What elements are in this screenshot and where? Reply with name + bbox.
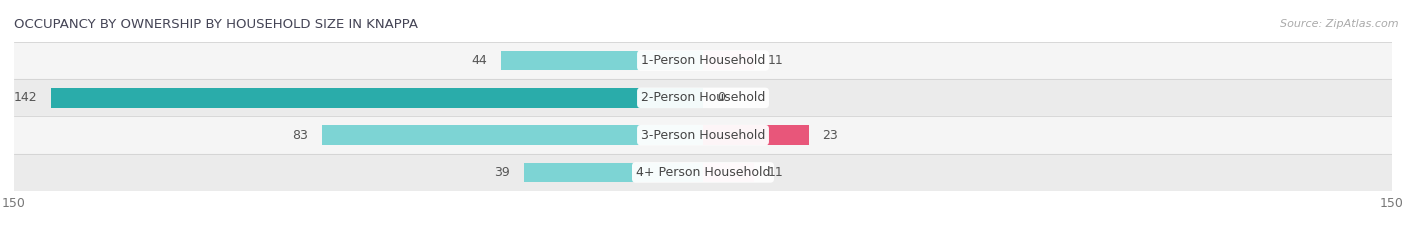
Bar: [14, 116, 1392, 154]
Text: 1-Person Household: 1-Person Household: [641, 54, 765, 67]
Bar: [14, 79, 1392, 116]
Text: 44: 44: [471, 54, 486, 67]
Bar: [14, 42, 1392, 79]
Bar: [51, 88, 703, 108]
Bar: [524, 163, 703, 182]
Text: 39: 39: [495, 166, 510, 179]
Text: 0: 0: [717, 91, 724, 104]
Bar: [322, 125, 703, 145]
Bar: [703, 163, 754, 182]
Bar: [703, 51, 754, 70]
Text: 4+ Person Household: 4+ Person Household: [636, 166, 770, 179]
Text: 2-Person Household: 2-Person Household: [641, 91, 765, 104]
Text: 23: 23: [823, 129, 838, 142]
Text: 3-Person Household: 3-Person Household: [641, 129, 765, 142]
Text: 11: 11: [768, 54, 783, 67]
Bar: [501, 51, 703, 70]
Text: Source: ZipAtlas.com: Source: ZipAtlas.com: [1281, 19, 1399, 29]
Bar: [14, 154, 1392, 191]
Text: 83: 83: [292, 129, 308, 142]
Text: 11: 11: [768, 166, 783, 179]
Bar: [703, 125, 808, 145]
Text: OCCUPANCY BY OWNERSHIP BY HOUSEHOLD SIZE IN KNAPPA: OCCUPANCY BY OWNERSHIP BY HOUSEHOLD SIZE…: [14, 18, 418, 31]
Text: 142: 142: [14, 91, 37, 104]
